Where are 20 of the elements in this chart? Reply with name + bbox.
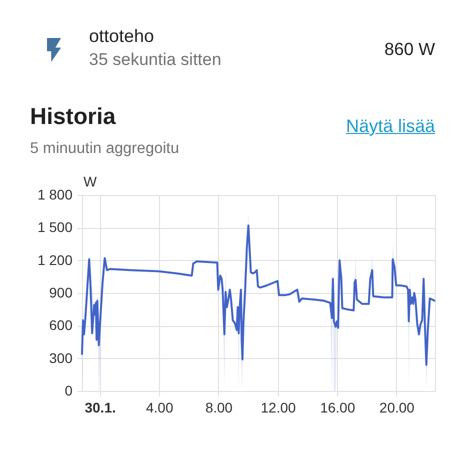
chart-title: Historia — [30, 103, 116, 129]
text: Näytä lisää — [346, 116, 435, 136]
x-tick-label: 16.00 — [320, 400, 356, 416]
x-tick-label: 20.00 — [379, 400, 415, 416]
text: 35 sekuntia sitten — [89, 50, 222, 69]
y-tick-label: 1 500 — [37, 219, 73, 236]
x-tick-label: 4.00 — [146, 400, 174, 416]
text: 860 W — [384, 39, 435, 59]
chart-subtitle: 5 minuutin aggregoitu — [30, 140, 180, 157]
x-tick-label: 8.00 — [205, 400, 233, 416]
y-tick-label: 0 — [64, 382, 73, 398]
y-tick-label: 600 — [49, 317, 73, 334]
y-tick-label: 1 800 — [37, 186, 73, 202]
y-tick-label: 1 200 — [37, 252, 73, 268]
y-axis-title: W — [84, 174, 98, 190]
y-tick-label: 900 — [49, 284, 73, 300]
text: ottoteho — [89, 26, 154, 46]
y-tick-label: 300 — [49, 350, 73, 366]
x-tick-label: 30.1. — [84, 400, 116, 416]
x-tick-label: 12.00 — [260, 400, 296, 416]
